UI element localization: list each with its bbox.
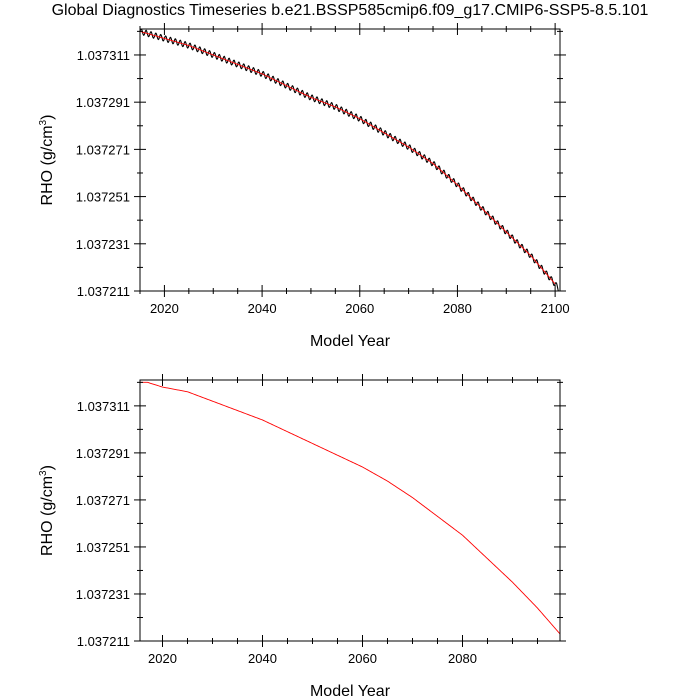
y-tick-label: 1.037291 [76,95,130,110]
x-tick-label: 2060 [345,301,374,316]
y-axis-label-main: RHO (g/cm [39,476,56,556]
y-tick-label: 1.037231 [76,587,130,602]
x-axis-label: Model Year [310,683,391,700]
x-tick-label: 2020 [148,651,177,666]
y-tick-label: 1.037311 [77,48,130,63]
page-title: Global Diagnostics Timeseries b.e21.BSSP… [51,2,649,19]
y-axis-label-suffix: ) [39,115,56,120]
y-tick-label: 1.037271 [76,142,130,157]
y-axis-label: RHO (g/cm3) [38,115,56,206]
y-axis-label-main: RHO (g/cm [39,125,56,205]
x-tick-label: 2040 [248,651,277,666]
series-line-0-0 [140,29,560,291]
y-axis-label: RHO (g/cm3) [38,465,56,556]
x-tick-label: 2040 [248,301,277,316]
x-tick-label: 2020 [150,301,179,316]
y-axis-label-sup: 3 [38,119,49,125]
plot-frame-0 [139,28,561,292]
x-tick-label: 2080 [443,301,472,316]
y-axis-label-sup: 3 [38,470,49,476]
series-line-1-0 [140,381,560,635]
y-tick-label: 1.037251 [76,540,130,555]
plot-frame-1 [139,379,561,642]
y-tick-label: 1.037291 [76,446,130,461]
x-tick-label: 2060 [348,651,377,666]
y-tick-label: 1.037271 [76,493,130,508]
y-tick-label: 1.037211 [77,634,130,649]
series-line-0-1 [140,30,556,285]
y-tick-label: 1.037211 [77,284,130,299]
y-tick-label: 1.037251 [76,190,130,205]
y-tick-label: 1.037231 [76,237,130,252]
y-tick-label: 1.037311 [77,399,130,414]
y-axis-label-suffix: ) [39,465,56,470]
x-tick-label: 2100 [541,301,570,316]
x-tick-label: 2080 [448,651,477,666]
x-axis-label: Model Year [310,333,391,350]
